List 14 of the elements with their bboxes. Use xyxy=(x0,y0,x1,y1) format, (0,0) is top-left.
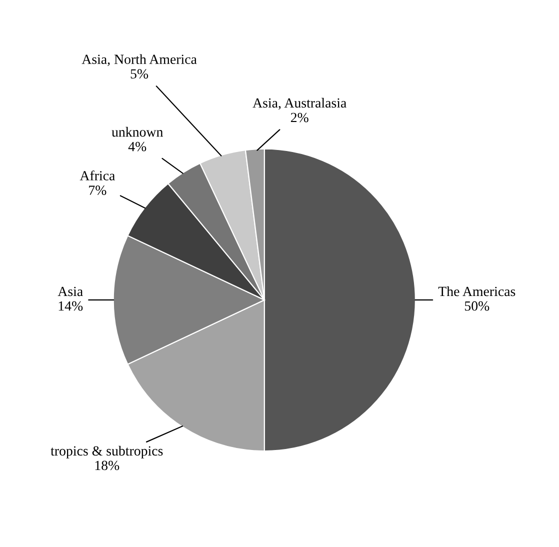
data-label: 50% xyxy=(464,301,490,311)
slice-label: unknown xyxy=(112,126,163,137)
slice-label: Asia xyxy=(58,286,83,296)
data-label: 5% xyxy=(130,69,148,79)
slice-label: Asia, Australasia xyxy=(252,98,346,110)
data-label: 14% xyxy=(58,301,83,311)
slice-label: Africa xyxy=(80,170,115,180)
data-label: 2% xyxy=(290,112,308,122)
slice-label: The Americas xyxy=(438,286,516,296)
slice-label: tropics & subtropics xyxy=(50,446,163,458)
data-label: 18% xyxy=(95,460,120,470)
data-label: 4% xyxy=(128,142,146,152)
slice-label: Asia, North America xyxy=(82,54,197,66)
data-label: 7% xyxy=(89,186,106,195)
